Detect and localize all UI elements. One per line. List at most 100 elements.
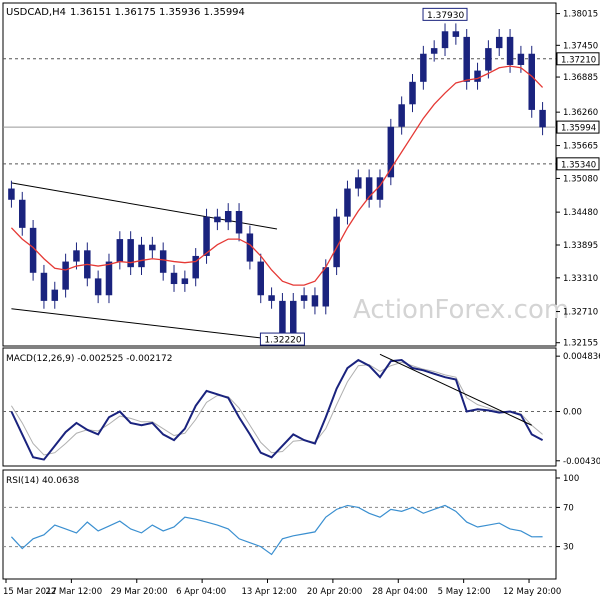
level-label: 1.35340 xyxy=(561,160,596,170)
candle-body xyxy=(322,267,330,307)
candle-body xyxy=(73,250,80,262)
y-tick-label: 1.36260 xyxy=(563,108,598,118)
annotation-box-high xyxy=(422,7,468,21)
candle-body xyxy=(51,289,59,301)
rsi-panel: 100 70 30 xyxy=(3,474,579,556)
candle-body xyxy=(214,216,221,223)
candle-body xyxy=(517,53,525,65)
x-tick-label: 15 Mar 2017 xyxy=(3,587,57,597)
candle-body xyxy=(290,300,297,335)
candle-body xyxy=(246,233,254,262)
candle-body xyxy=(181,278,189,285)
ma-line xyxy=(10,65,544,286)
candle-body xyxy=(94,278,102,296)
rsi-y-tick-label: 30 xyxy=(563,543,574,553)
rsi-line xyxy=(10,504,543,556)
main-y-axis: 1.38015 1.37450 1.36885 1.36260 1.35665 1.350… xyxy=(556,10,598,349)
y-tick-label: 1.37450 xyxy=(563,41,598,51)
candle-body xyxy=(528,53,535,110)
x-tick-label: 5 May 12:00 xyxy=(438,587,491,597)
macd-y-tick-label: 0.00 xyxy=(563,408,582,418)
macd-panel: 0.004836 0.00 -0.004307 xyxy=(3,352,600,467)
candle-body xyxy=(474,70,481,82)
rsi-panel-frame xyxy=(2,469,557,580)
x-tick-label: 12 May 20:00 xyxy=(503,587,561,597)
last-price-label: 1.35994 xyxy=(561,124,596,134)
candle-body xyxy=(409,81,416,105)
y-tick-label: 1.33895 xyxy=(563,241,598,251)
rsi-title: RSI(14) 40.0638 xyxy=(6,476,79,486)
y-tick-label: 1.35665 xyxy=(563,142,598,152)
y-tick-label: 1.33310 xyxy=(563,274,598,284)
last-price-box xyxy=(556,120,600,134)
candle-body xyxy=(8,188,15,200)
level-label: 1.37210 xyxy=(561,55,596,65)
candle-body xyxy=(355,177,362,189)
annotation-high: 1.37930 xyxy=(427,11,464,21)
watermark: ActionForex.com xyxy=(353,295,569,325)
annotation-box-low xyxy=(259,332,305,346)
candle-body xyxy=(279,300,286,335)
x-tick-label: 13 Apr 12:00 xyxy=(242,587,297,597)
x-tick-label: 28 Apr 04:00 xyxy=(372,587,427,597)
candle-body xyxy=(365,177,373,200)
y-tick-label: 1.34480 xyxy=(563,208,598,218)
candle-body xyxy=(485,48,492,71)
candle-body xyxy=(29,227,37,273)
level-label-box xyxy=(556,52,600,66)
candle-body xyxy=(420,53,427,82)
macd-line xyxy=(10,358,544,461)
x-tick-label: 6 Apr 04:00 xyxy=(176,587,226,597)
candle-body xyxy=(203,216,210,256)
candle-body xyxy=(149,244,156,251)
candle-body xyxy=(333,216,340,268)
candle-body xyxy=(170,272,178,285)
macd-title: MACD(12,26,9) -0.002525 -0.002172 xyxy=(6,354,172,364)
candle-body xyxy=(539,109,546,128)
macd-y-tick-label: -0.004307 xyxy=(563,457,600,467)
y-tick-label: 1.35080 xyxy=(563,174,598,184)
candle-body xyxy=(452,31,460,37)
candle-body xyxy=(19,199,26,228)
candle-body xyxy=(40,272,48,301)
y-tick-label: 1.38015 xyxy=(563,10,598,20)
candle-body xyxy=(62,261,69,290)
main-panel-frame xyxy=(2,2,557,347)
candle-body xyxy=(430,48,438,54)
x-tick-label: 20 Apr 20:00 xyxy=(307,587,362,597)
candle-body xyxy=(300,295,308,301)
candle-body xyxy=(495,36,503,49)
candle-body xyxy=(192,255,199,279)
y-tick-label: 1.32710 xyxy=(563,308,598,318)
level-label-box xyxy=(556,157,600,171)
y-tick-label: 1.32155 xyxy=(563,339,598,349)
candle-body xyxy=(506,36,514,65)
candle-body xyxy=(344,188,351,217)
ohlc: 1.36151 1.36175 1.35936 1.35994 xyxy=(70,7,245,18)
candle-body xyxy=(127,239,134,268)
trendline-lower xyxy=(11,308,305,344)
candle-body xyxy=(398,104,405,127)
macd-signal-line xyxy=(10,361,543,456)
candle-body xyxy=(257,261,264,296)
candle-body xyxy=(116,239,124,262)
main-grid xyxy=(3,58,556,165)
candle-body xyxy=(138,244,145,268)
x-tick-label: 29 Mar 20:00 xyxy=(111,587,168,597)
panel-frames xyxy=(2,2,557,580)
symbol: USDCAD,H4 xyxy=(6,7,66,18)
annotation-low: 1.32220 xyxy=(264,336,301,346)
trendline-upper xyxy=(11,182,278,230)
candle-body xyxy=(224,211,232,223)
candle-body xyxy=(311,295,319,307)
candle-body xyxy=(463,36,470,82)
trendlines xyxy=(11,182,305,344)
macd-panel-frame xyxy=(2,347,557,467)
rsi-y-tick-label: 70 xyxy=(563,503,574,513)
candle-body xyxy=(387,126,395,178)
macd-trendline xyxy=(379,353,532,426)
rsi-y-tick-label: 100 xyxy=(563,474,579,484)
candle-body xyxy=(441,31,449,49)
